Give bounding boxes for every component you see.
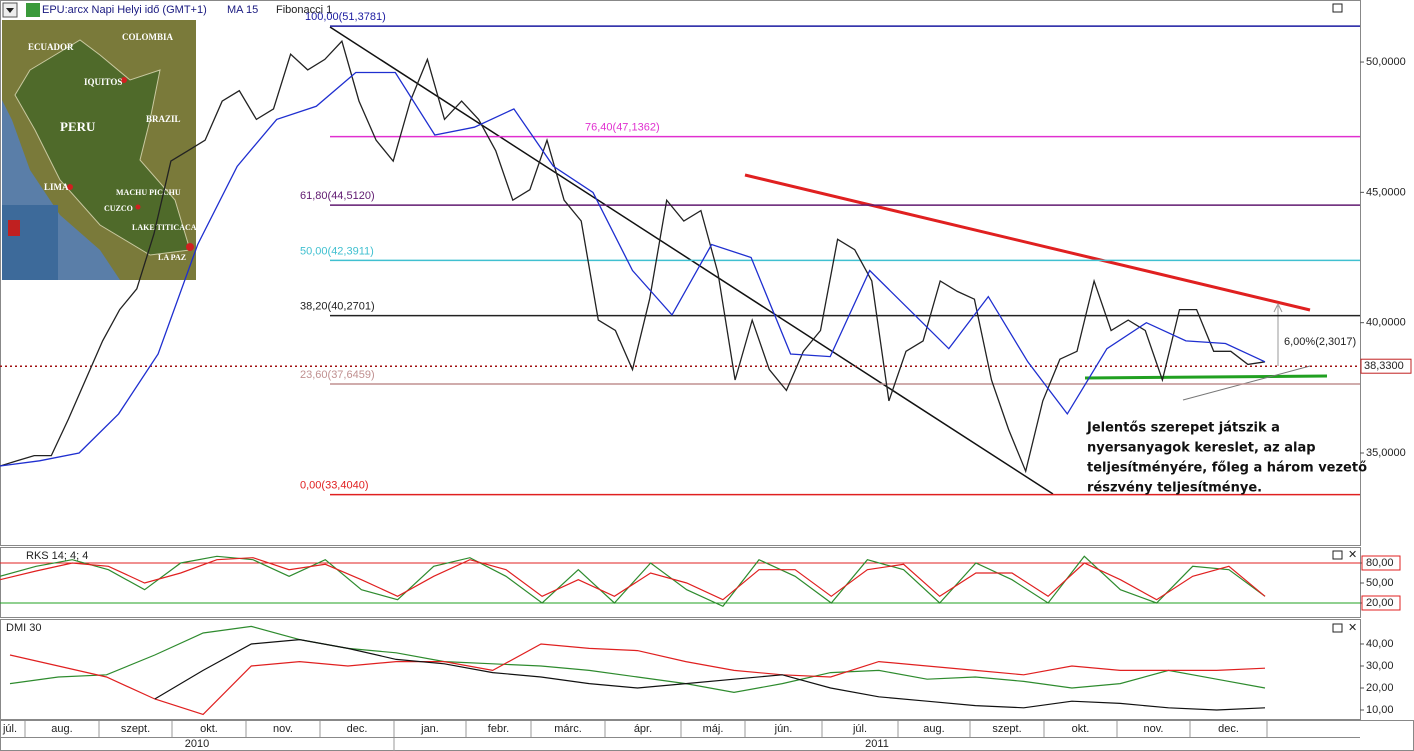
y-tick-label: 20,00 xyxy=(1366,597,1394,609)
maximize-button[interactable] xyxy=(1332,3,1343,13)
map-label: COLOMBIA xyxy=(122,32,174,42)
map-label: LAKE TITICACA xyxy=(132,223,197,232)
map-marker xyxy=(8,220,20,236)
x-tick-label: okt. xyxy=(200,723,218,735)
x-tick-label: júl. xyxy=(2,723,17,735)
map-label: BRAZIL xyxy=(146,114,181,124)
y-tick-label: 80,00 xyxy=(1366,557,1394,569)
menu-arrow xyxy=(6,8,14,13)
y-tick-label: 10,00 xyxy=(1366,704,1394,716)
series-line xyxy=(9,643,1266,716)
fib-label: 61,80(44,5120) xyxy=(300,190,375,202)
symbol-label[interactable]: EPU:arcx Napi Helyi idő (GMT+1) xyxy=(42,4,207,16)
ma-label[interactable]: MA 15 xyxy=(227,4,258,16)
map-city xyxy=(67,184,73,190)
fib-label[interactable]: Fibonacci 1 xyxy=(276,4,332,16)
x-tick-label: dec. xyxy=(1218,723,1239,735)
x-tick-label: szept. xyxy=(992,723,1021,735)
series-line xyxy=(0,555,1266,608)
map-label: CUZCO xyxy=(104,204,133,213)
y-tick-label: 45,0000 xyxy=(1366,186,1406,198)
map-label: MACHU PICCHU xyxy=(116,188,181,197)
annotation: részvény teljesítménye. xyxy=(1087,481,1262,496)
measure-label: 6,00%(2,3017) xyxy=(1284,336,1356,348)
x-tick-label: máj. xyxy=(703,723,724,735)
map-continent xyxy=(2,205,58,280)
y-tick-label: 40,0000 xyxy=(1366,317,1406,329)
fib-label: 38,20(40,2701) xyxy=(300,301,375,313)
x-tick-label: nov. xyxy=(1144,723,1164,735)
year-label: 2011 xyxy=(865,738,889,750)
x-tick-label: nov. xyxy=(273,723,293,735)
measure-arrow xyxy=(1273,302,1283,313)
series-line xyxy=(0,39,1266,474)
panel-title: DMI 30 xyxy=(6,622,41,634)
year-label: 2010 xyxy=(185,738,209,750)
y-tick-label: 40,00 xyxy=(1366,638,1394,650)
y-tick-label: 50,00 xyxy=(1366,577,1394,589)
y-tick-label: 35,0000 xyxy=(1366,447,1406,459)
last-price-label: 38,3300 xyxy=(1364,360,1404,372)
series-line xyxy=(0,71,1266,467)
map-label: IQUITOS xyxy=(84,77,122,87)
annotation: Jelentős szerepet játszik a xyxy=(1086,421,1280,436)
map-label: ECUADOR xyxy=(28,42,74,52)
series-line xyxy=(154,638,1266,711)
map-city xyxy=(121,77,127,83)
x-tick-label: okt. xyxy=(1072,723,1090,735)
panel-title: RKS 14; 4; 4 xyxy=(26,550,88,562)
level-box xyxy=(1361,595,1401,611)
x-tick-label: jan. xyxy=(420,723,439,735)
x-tick-label: dec. xyxy=(347,723,368,735)
x-tick-label: márc. xyxy=(554,723,582,735)
map-city xyxy=(186,243,194,251)
map-city xyxy=(135,204,141,210)
x-tick-label: jún. xyxy=(774,723,793,735)
x-tick-label: ápr. xyxy=(634,723,652,735)
map-label: LA PAZ xyxy=(158,253,186,262)
x-tick-label: febr. xyxy=(488,723,509,735)
y-tick-label: 30,00 xyxy=(1366,660,1394,672)
trend-line xyxy=(1182,365,1311,401)
main-panel xyxy=(0,0,1361,546)
level-box xyxy=(1361,555,1401,571)
fib-label: 0,00(33,4040) xyxy=(300,479,369,491)
map-label: PERU xyxy=(60,119,96,134)
x-tick-label: aug. xyxy=(51,723,72,735)
series-line xyxy=(0,557,1266,601)
fib-label: 100,00(51,3781) xyxy=(305,11,386,23)
fib-label: 50,00(42,3911) xyxy=(300,245,374,257)
maximize-button[interactable] xyxy=(1332,623,1343,633)
symbol-icon xyxy=(26,3,40,17)
series-line xyxy=(9,625,1266,694)
dmi-panel xyxy=(0,619,1361,720)
y-tick-label: 50,0000 xyxy=(1366,56,1406,68)
x-tick-label: júl. xyxy=(852,723,867,735)
time-axis xyxy=(0,720,1414,751)
last-price-box xyxy=(1360,358,1412,374)
map-peru xyxy=(14,39,191,256)
y-tick-label: 20,00 xyxy=(1366,682,1394,694)
x-tick-label: szept. xyxy=(121,723,150,735)
fib-label: 23,60(37,6459) xyxy=(300,369,375,381)
map-inset: ECUADOR COLOMBIA IQUITOS PERU BRAZIL LIM… xyxy=(2,20,197,280)
x-tick-label: aug. xyxy=(923,723,944,735)
trend-line xyxy=(1084,374,1328,380)
close-button[interactable]: ✕ xyxy=(1348,549,1357,561)
annotation: nyersanyagok kereslet, az alap xyxy=(1087,441,1316,456)
map-label: LIMA xyxy=(44,182,69,192)
close-button[interactable]: ✕ xyxy=(1348,622,1357,634)
fib-label: 76,40(47,1362) xyxy=(585,122,660,134)
annotation: teljesítményére, főleg a három vezető xyxy=(1087,461,1367,476)
trend-line xyxy=(744,173,1311,312)
maximize-button[interactable] xyxy=(1332,550,1343,560)
